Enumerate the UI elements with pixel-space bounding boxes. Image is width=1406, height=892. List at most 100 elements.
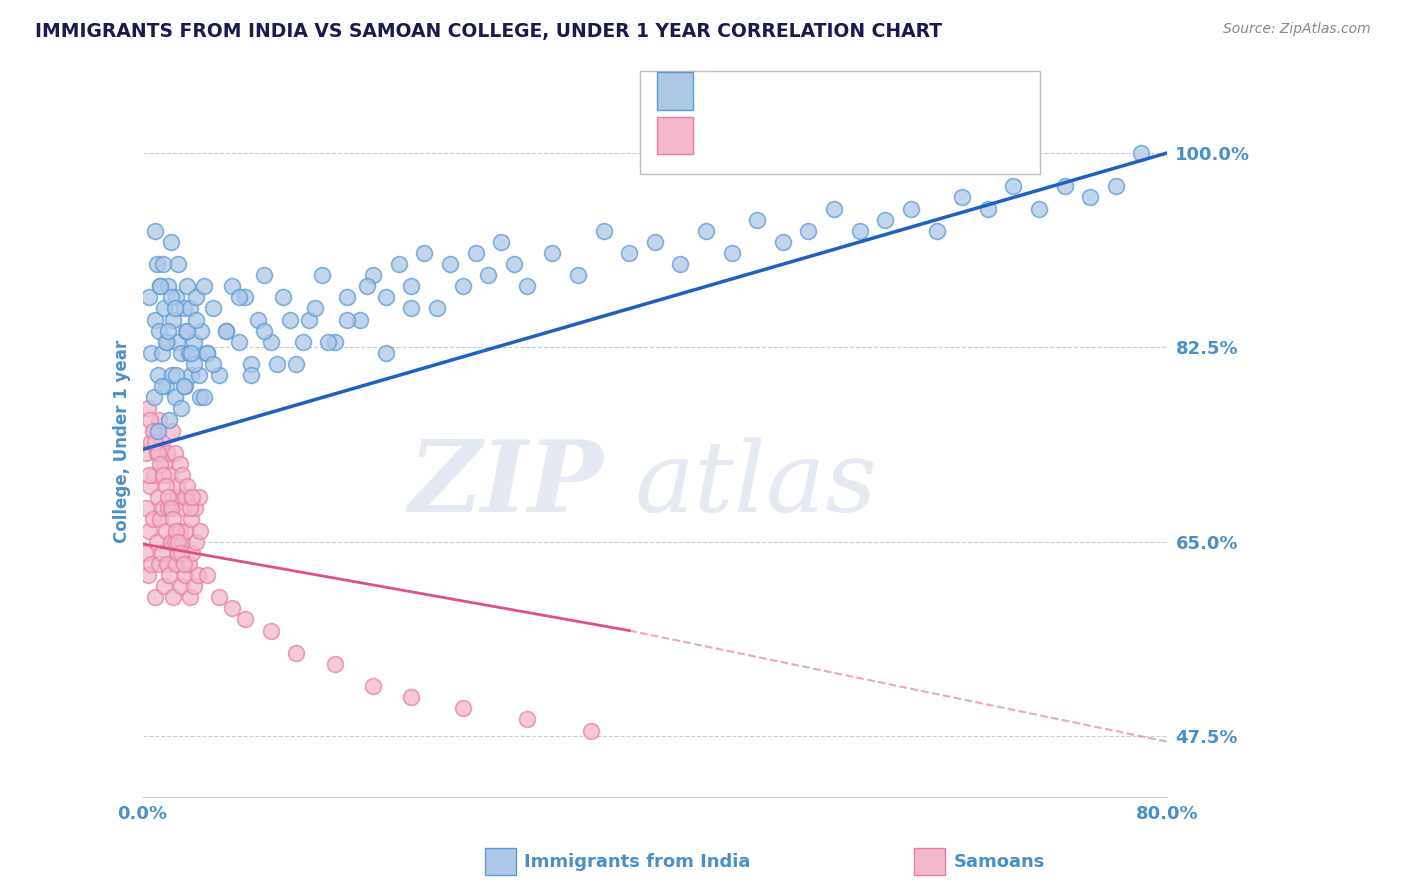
Point (139, 412, 162, 426)
Text: Immigrants from India: Immigrants from India (524, 853, 751, 871)
Point (148, 557, 170, 571)
Point (146, 424, 169, 438)
Point (170, 579, 193, 593)
Point (374, 290, 396, 304)
Point (155, 334, 177, 349)
Point (188, 390, 211, 404)
Text: R =  0.370    N =  122: R = 0.370 N = 122 (707, 82, 922, 100)
Point (170, 346, 193, 360)
Point (173, 379, 195, 393)
Point (172, 468, 194, 483)
Point (166, 479, 188, 493)
Point (142, 512, 165, 526)
Point (145, 534, 167, 549)
Point (477, 268, 499, 282)
Point (180, 368, 202, 383)
Point (157, 490, 180, 504)
Point (186, 534, 208, 549)
Point (162, 312, 184, 326)
Point (195, 346, 218, 360)
Point (187, 368, 209, 383)
Point (848, 224, 870, 238)
Point (1002, 179, 1025, 194)
Point (152, 468, 174, 483)
Point (136, 568, 159, 582)
Text: Source: ZipAtlas.com: Source: ZipAtlas.com (1223, 22, 1371, 37)
Point (160, 368, 183, 383)
Point (201, 357, 224, 371)
Point (162, 591, 184, 605)
Point (143, 434, 166, 449)
Point (166, 334, 188, 349)
Point (1078, 190, 1101, 204)
Point (451, 279, 474, 293)
Point (148, 412, 170, 426)
Point (541, 246, 564, 260)
Point (165, 290, 187, 304)
Point (228, 290, 250, 304)
Point (875, 212, 897, 227)
Point (153, 301, 176, 316)
Point (187, 568, 209, 582)
Point (1053, 179, 1076, 194)
Point (195, 568, 218, 582)
Point (180, 512, 202, 526)
Point (186, 290, 208, 304)
Point (172, 534, 194, 549)
Point (177, 346, 200, 360)
Point (157, 324, 180, 338)
Point (273, 290, 295, 304)
Point (160, 424, 183, 438)
Point (823, 202, 845, 216)
Point (644, 235, 666, 249)
Point (361, 679, 384, 693)
Point (176, 324, 198, 338)
Point (167, 257, 190, 271)
Point (356, 279, 378, 293)
Point (900, 202, 922, 216)
Point (228, 334, 250, 349)
Point (146, 490, 169, 504)
Y-axis label: College, Under 1 year: College, Under 1 year (114, 340, 131, 543)
Point (233, 612, 256, 626)
Point (136, 401, 159, 416)
Point (149, 279, 172, 293)
Text: Samoans: Samoans (953, 853, 1045, 871)
Point (163, 534, 186, 549)
Point (323, 334, 346, 349)
Point (201, 301, 224, 316)
Point (159, 468, 181, 483)
Point (165, 524, 187, 538)
Point (143, 468, 166, 483)
Point (156, 446, 179, 460)
Point (179, 591, 201, 605)
Point (152, 501, 174, 516)
Point (135, 501, 157, 516)
Point (146, 446, 169, 460)
Point (464, 246, 486, 260)
Point (221, 279, 243, 293)
Point (173, 490, 195, 504)
Point (176, 490, 198, 504)
Point (184, 501, 207, 516)
Point (797, 224, 820, 238)
Point (181, 546, 204, 560)
Point (516, 713, 538, 727)
Point (162, 512, 184, 526)
Point (170, 401, 193, 416)
Point (592, 224, 614, 238)
Point (233, 290, 256, 304)
Point (311, 268, 333, 282)
Point (156, 334, 179, 349)
Point (173, 379, 195, 393)
Point (153, 457, 176, 471)
Point (157, 501, 180, 516)
Point (139, 479, 162, 493)
Point (163, 446, 186, 460)
Point (259, 334, 281, 349)
Point (246, 312, 269, 326)
Point (298, 312, 321, 326)
Point (149, 457, 172, 471)
Point (401, 301, 423, 316)
Point (148, 324, 170, 338)
